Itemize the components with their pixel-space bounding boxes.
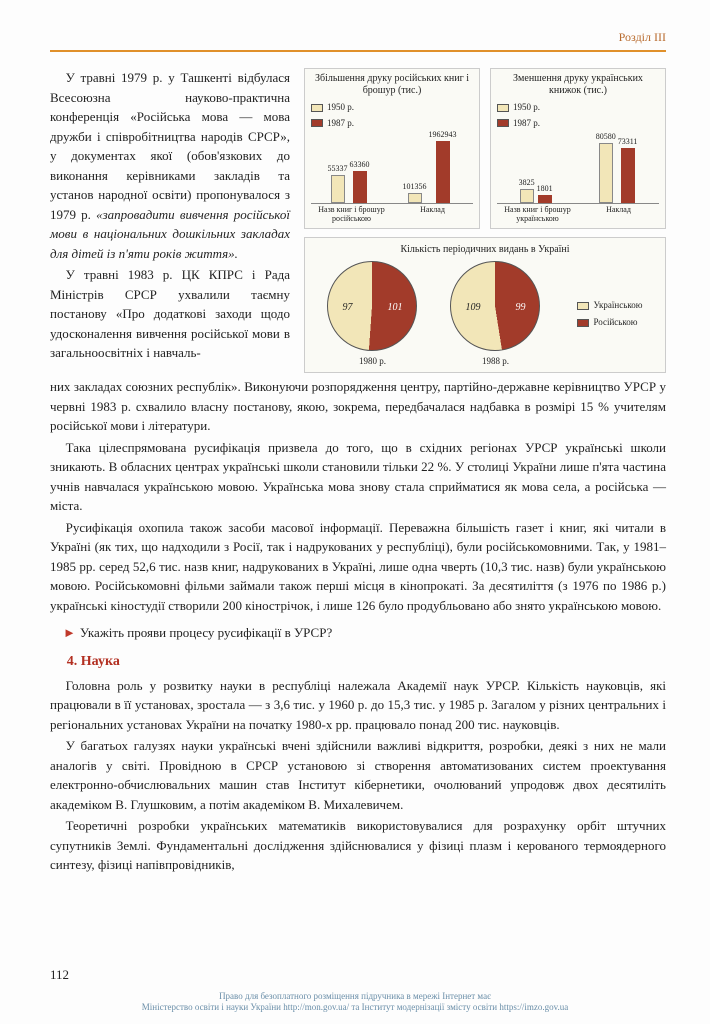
page-number: 112 <box>50 965 69 985</box>
bar <box>520 189 534 203</box>
legend-label-1987: 1987 р. <box>327 117 354 131</box>
pie-chart-1988: 109 99 <box>450 261 540 351</box>
bar-col: 80580 <box>596 131 616 203</box>
section-header: Розділ III <box>50 28 666 52</box>
bar-chart-ukrainian-books: Зменшення друку українських книжок (тис.… <box>490 68 666 229</box>
bar-val: 3825 <box>519 177 535 189</box>
bar-val: 80580 <box>596 131 616 143</box>
footer-line-1: Право для безоплатного розміщення підруч… <box>0 991 710 1003</box>
bar-col: 101356 <box>403 181 427 203</box>
swatch-1987 <box>497 119 509 127</box>
legend-label-1950: 1950 р. <box>327 101 354 115</box>
swatch-1950 <box>497 104 509 112</box>
pies-row: 97 101 1980 р. 109 99 1988 р. Українськ <box>311 261 659 369</box>
pie-legend: Українською Російською <box>577 299 642 329</box>
bar-group-1a: 55337 63360 <box>328 159 370 203</box>
legend-item-1950: 1950 р. <box>497 101 659 115</box>
paragraph-6: У багатьох галузях науки українські вчен… <box>50 736 666 814</box>
two-column-layout: У травні 1979 р. у Ташкенті відбулася Вс… <box>50 68 666 373</box>
bar-legend-2: 1950 р. 1987 р. <box>497 101 659 130</box>
pie-val-rus: 101 <box>387 300 402 315</box>
question-marker-icon: ► <box>63 625 76 640</box>
question-prompt: ► Укажіть прояви процесу русифікації в УР… <box>63 623 666 643</box>
pie-legend-label: Російською <box>593 316 637 330</box>
pie-chart-1980: 97 101 <box>327 261 417 351</box>
bar-legend-1: 1950 р. 1987 р. <box>311 101 473 130</box>
bar-group-2b: 80580 73311 <box>596 131 638 203</box>
pie-1980: 97 101 1980 р. <box>327 261 417 369</box>
paragraph-5: Головна роль у розвитку науки в республі… <box>50 676 666 735</box>
xcat: Назв книг і брошур українською <box>497 206 578 224</box>
pie-1988: 109 99 1988 р. <box>450 261 540 369</box>
bar-val: 1962943 <box>429 129 457 141</box>
bar <box>436 141 450 203</box>
legend-item-1950: 1950 р. <box>311 101 473 115</box>
paragraph-7: Теоретичні розробки українських математи… <box>50 816 666 875</box>
bar <box>599 143 613 203</box>
bar-chart-title-1: Збільшення друку російських книг і брошу… <box>311 73 473 97</box>
swatch-rus <box>577 319 589 327</box>
footer-line-2: Міністерство освіти і науки України http… <box>0 1002 710 1014</box>
bar-val: 73311 <box>618 136 638 148</box>
bar-val: 1801 <box>537 183 553 195</box>
pie-legend-label: Українською <box>593 299 642 313</box>
swatch-1987 <box>311 119 323 127</box>
bar-chart-title-2: Зменшення друку українських книжок (тис.… <box>497 73 659 97</box>
bar-val: 63360 <box>350 159 370 171</box>
footer-credit: Право для безоплатного розміщення підруч… <box>0 991 710 1014</box>
question-text: Укажіть прояви процесу русифікації в УРС… <box>80 625 332 640</box>
pie-year: 1980 р. <box>359 355 386 369</box>
swatch-1950 <box>311 104 323 112</box>
legend-label-1987: 1987 р. <box>513 117 540 131</box>
pie-val-ukr: 109 <box>465 300 480 315</box>
textbook-page: Розділ III У травні 1979 р. у Ташкенті в… <box>0 0 710 875</box>
swatch-ukr <box>577 302 589 310</box>
bar-col: 1962943 <box>429 129 457 203</box>
paragraph-2-cont: них закладах союзних республік». Виконую… <box>50 377 666 436</box>
xcat: Наклад <box>392 206 473 224</box>
bar-col: 3825 <box>519 177 535 203</box>
bars-area-1: 55337 63360 101356 1962943 <box>311 134 473 204</box>
xcat: Наклад <box>578 206 659 224</box>
legend-item-1987: 1987 р. <box>497 117 659 131</box>
bar-col: 1801 <box>537 183 553 203</box>
pie-val-ukr: 97 <box>342 300 352 315</box>
bar <box>621 148 635 203</box>
xaxis-1: Назв книг і брошур російською Наклад <box>311 206 473 224</box>
paragraph-3: Така цілеспрямована русифікація призвела… <box>50 438 666 516</box>
bar <box>408 193 422 203</box>
pie-year: 1988 р. <box>482 355 509 369</box>
paragraph-2: У травні 1983 р. ЦК КПРС і Рада Міністрі… <box>50 265 290 363</box>
left-text-column: У травні 1979 р. у Ташкенті відбулася Вс… <box>50 68 290 373</box>
xcat: Назв книг і брошур російською <box>311 206 392 224</box>
xaxis-2: Назв книг і брошур українською Наклад <box>497 206 659 224</box>
pie-val-rus: 99 <box>515 300 525 315</box>
bars-area-2: 3825 1801 80580 73311 <box>497 134 659 204</box>
bar-col: 63360 <box>350 159 370 203</box>
bar-group-2a: 3825 1801 <box>519 177 553 203</box>
bar-val: 101356 <box>403 181 427 193</box>
p1-text: У травні 1979 р. у Ташкенті відбулася Вс… <box>50 70 290 222</box>
paragraph-4: Русифікація охопила також засоби масової… <box>50 518 666 616</box>
charts-column: Збільшення друку російських книг і брошу… <box>304 68 666 373</box>
bar-val: 55337 <box>328 163 348 175</box>
pie-legend-ukr: Українською <box>577 299 642 313</box>
bar-group-1b: 101356 1962943 <box>403 129 457 203</box>
subsection-heading: 4. Наука <box>67 651 666 672</box>
bar <box>538 195 552 203</box>
pie-legend-rus: Російською <box>577 316 642 330</box>
legend-item-1987: 1987 р. <box>311 117 473 131</box>
bar-charts-row: Збільшення друку російських книг і брошу… <box>304 68 666 229</box>
bar-col: 73311 <box>618 136 638 203</box>
paragraph-1: У травні 1979 р. у Ташкенті відбулася Вс… <box>50 68 290 263</box>
bar <box>353 171 367 203</box>
bar-chart-russian-books: Збільшення друку російських книг і брошу… <box>304 68 480 229</box>
pie-charts-panel: Кількість періодичних видань в Україні 9… <box>304 237 666 374</box>
legend-label-1950: 1950 р. <box>513 101 540 115</box>
bar-col: 55337 <box>328 163 348 203</box>
bar <box>331 175 345 203</box>
pie-title: Кількість періодичних видань в Україні <box>311 242 659 257</box>
